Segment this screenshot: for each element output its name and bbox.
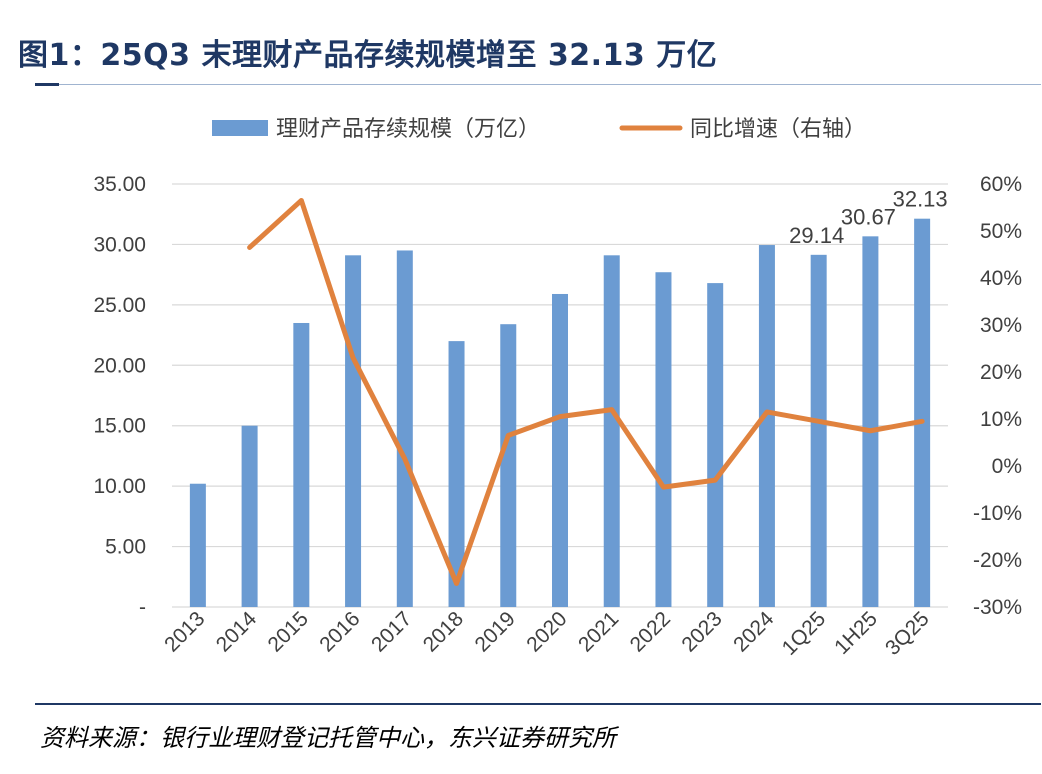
x-tick-label: 2023 — [677, 607, 726, 656]
x-tick-label: 2022 — [626, 607, 675, 656]
y-right-tick-label: 60% — [980, 173, 1022, 196]
legend-swatch-bar — [212, 120, 268, 136]
y-axis-left: - 5.00 10.00 15.00 20.00 25.00 30.00 35.00 — [93, 173, 146, 619]
legend-label-line: 同比增速（右轴） — [690, 117, 866, 142]
bar — [189, 483, 206, 607]
line-series — [247, 197, 925, 586]
x-tick-label: 2016 — [315, 607, 364, 656]
title-rule — [35, 84, 1041, 85]
bar — [293, 322, 310, 607]
y-right-tick-label: 40% — [980, 267, 1022, 290]
bar — [707, 283, 724, 607]
line-point — [921, 420, 923, 422]
legend-label-bar: 理财产品存续规模（万亿） — [276, 117, 540, 142]
y-left-tick-label: 15.00 — [93, 415, 146, 438]
x-tick-label: 2018 — [419, 607, 468, 656]
figure-title: 图1：25Q3 末理财产品存续规模增至 32.13 万亿 — [18, 38, 718, 73]
bar — [448, 341, 465, 607]
bar — [914, 218, 931, 607]
x-tick-label: 2020 — [522, 607, 571, 656]
line-point — [766, 411, 768, 413]
line-point — [249, 246, 251, 248]
bar — [552, 293, 568, 607]
y-left-tick-label: 25.00 — [93, 294, 146, 317]
x-tick-label: 2024 — [729, 607, 779, 657]
y-right-tick-label: -10% — [973, 502, 1022, 525]
y-right-tick-label: 0% — [992, 455, 1022, 478]
line-point — [559, 416, 561, 418]
y-right-tick-label: 20% — [980, 361, 1022, 384]
bar — [655, 272, 672, 607]
data-label: 32.13 — [893, 187, 948, 212]
y-right-tick-label: 30% — [980, 314, 1022, 337]
bar — [500, 324, 517, 607]
bar — [862, 236, 879, 607]
y-right-tick-label: -30% — [973, 596, 1022, 619]
bar-series — [189, 218, 931, 608]
x-tick-label: 1H25 — [830, 607, 882, 659]
y-left-tick-label: - — [139, 596, 146, 619]
x-tick-label: 2019 — [471, 607, 520, 656]
line-point — [714, 479, 716, 481]
line-point — [456, 583, 458, 584]
bar — [758, 245, 775, 608]
chart: - 5.00 10.00 15.00 20.00 25.00 30.00 35.00 -30%… — [93, 117, 1022, 660]
data-label: 29.14 — [789, 223, 844, 248]
y-left-tick-label: 10.00 — [93, 475, 146, 498]
x-tick-label: 2014 — [212, 607, 262, 657]
source-rule — [35, 703, 1041, 705]
line-point — [662, 486, 664, 488]
bar — [241, 425, 258, 607]
bar — [396, 250, 413, 607]
x-tick-label: 1Q25 — [778, 607, 831, 660]
y-right-tick-label: -20% — [973, 549, 1022, 572]
line-point — [300, 199, 302, 201]
line-point — [869, 430, 871, 432]
bar — [345, 255, 362, 607]
x-tick-label: 3Q25 — [881, 607, 934, 660]
y-right-tick-label: 50% — [980, 220, 1022, 243]
x-axis-labels: 2013 2014 2015 2016 2017 2018 2019 2020 2021 2022… — [160, 607, 934, 660]
y-left-tick-label: 5.00 — [105, 536, 146, 559]
y-left-tick-label: 30.00 — [93, 233, 146, 256]
x-tick-label: 2015 — [264, 607, 313, 656]
bar — [810, 254, 827, 608]
line-point — [404, 458, 406, 460]
line-point — [611, 409, 613, 411]
bar — [603, 255, 620, 607]
x-tick-label: 2021 — [574, 607, 623, 656]
line-point — [818, 420, 820, 422]
x-tick-label: 2013 — [160, 607, 209, 656]
source-note: 资料来源：银行业理财登记托管中心，东兴证券研究所 — [40, 724, 616, 752]
line-point — [352, 357, 354, 359]
y-axis-right: -30% -20% -10% 0% 10% 20% 30% 40% 50% 60% — [973, 173, 1022, 619]
y-left-tick-label: 20.00 — [93, 354, 146, 377]
x-tick-label: 2017 — [367, 607, 416, 656]
y-left-tick-label: 35.00 — [93, 173, 146, 196]
line-point — [507, 434, 509, 436]
title-accent-mark — [35, 83, 59, 86]
data-label: 30.67 — [841, 204, 896, 229]
legend: 理财产品存续规模（万亿） 同比增速（右轴） — [212, 117, 866, 142]
y-right-tick-label: 10% — [980, 408, 1022, 431]
growth-line — [247, 197, 925, 586]
